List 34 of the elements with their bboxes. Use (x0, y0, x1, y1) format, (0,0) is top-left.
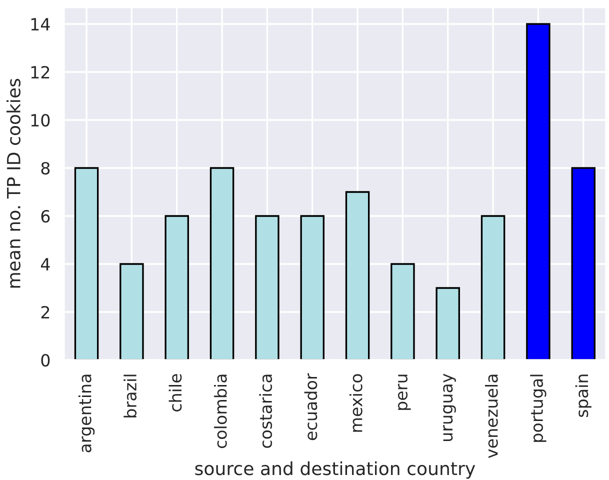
bar (571, 167, 596, 360)
bar (345, 191, 370, 360)
y-tick-label: 4 (40, 258, 50, 270)
x-tick-label: peru (398, 374, 411, 410)
bar (390, 263, 415, 360)
x-tick-label: spain (575, 374, 592, 417)
bar (300, 215, 324, 360)
x-tick-label: ecuador (304, 373, 318, 440)
x-tick-label: argentina (78, 374, 95, 452)
y-tick-label: 10 (31, 114, 50, 127)
y-axis-title: mean no. TP ID cookies (6, 78, 20, 288)
bar (210, 167, 234, 360)
y-tick-label: 0 (41, 354, 50, 367)
bar (74, 167, 99, 360)
x-axis-title: source and destination country (195, 461, 476, 479)
y-tick-label: 8 (41, 162, 50, 175)
bar (255, 215, 280, 360)
bar (120, 263, 144, 360)
bar (526, 23, 550, 360)
x-tick-label: colombia (214, 374, 227, 448)
y-tick-label: 12 (31, 66, 50, 78)
x-tick-label: portugal (530, 374, 546, 442)
x-tick-label: chile (168, 374, 182, 412)
bar (436, 287, 460, 360)
x-tick-label: uruguay (443, 374, 456, 441)
x-tick-label: venezuela (484, 374, 498, 458)
y-tick-label: 14 (31, 18, 50, 30)
bar (480, 215, 506, 360)
y-tick-label: 6 (41, 210, 50, 223)
x-tick-label: costarica (259, 374, 272, 448)
bar (164, 215, 189, 360)
y-tick-label: 2 (41, 306, 50, 318)
x-tick-label: brazil (124, 374, 137, 418)
x-tick-label: mexico (349, 374, 362, 432)
